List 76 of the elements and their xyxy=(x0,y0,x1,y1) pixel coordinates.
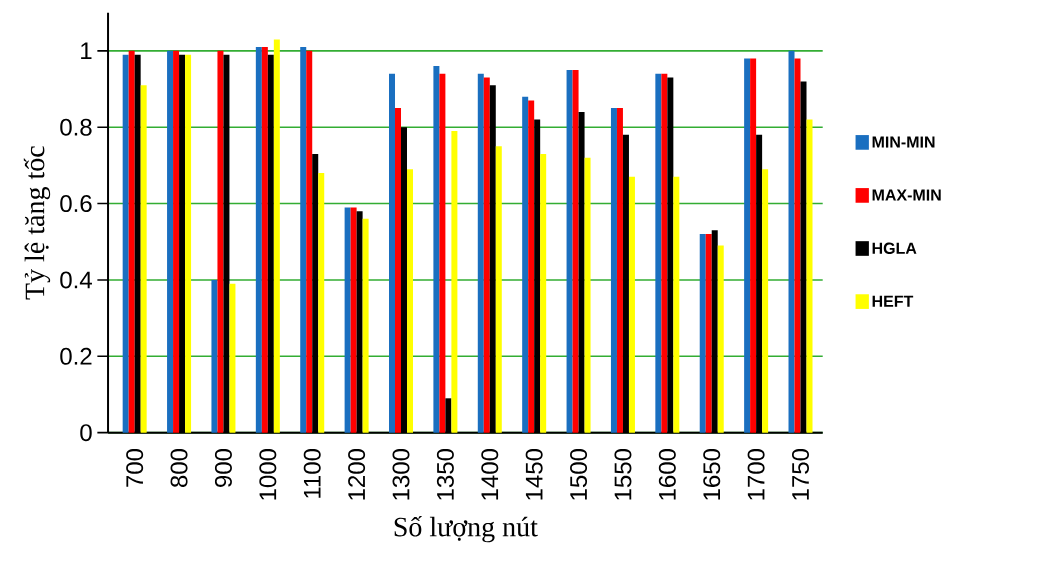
bar xyxy=(318,173,325,433)
bar xyxy=(705,234,712,433)
bar xyxy=(128,50,135,433)
bar xyxy=(673,176,680,433)
bar xyxy=(433,66,440,433)
bar xyxy=(173,50,180,433)
x-tick-label: 1750 xyxy=(792,448,809,500)
x-tick-label: 1550 xyxy=(614,448,632,500)
x-tick-label: 1350 xyxy=(436,448,454,500)
bar xyxy=(717,245,724,433)
bar xyxy=(655,73,662,433)
bar xyxy=(495,146,502,433)
y-tick-label: 0.4 xyxy=(60,271,92,289)
x-tick-label: 1200 xyxy=(348,448,366,500)
bar xyxy=(616,108,623,433)
bar xyxy=(185,54,192,433)
bar xyxy=(566,69,573,433)
legend-label: HEFT xyxy=(872,295,914,307)
bar xyxy=(794,58,801,433)
bar xyxy=(229,283,236,433)
bar xyxy=(628,176,635,433)
y-tick-label: 0.8 xyxy=(60,118,92,136)
bar xyxy=(344,207,351,433)
bar xyxy=(540,153,547,433)
bar xyxy=(306,50,313,433)
bar xyxy=(610,108,617,433)
y-axis-title: Tỷ lệ tăng tốc xyxy=(23,146,51,300)
bar xyxy=(217,50,224,433)
bar xyxy=(528,100,535,433)
legend-label: MIN-MIN xyxy=(872,136,935,148)
x-tick-label: 1400 xyxy=(481,448,499,500)
bar xyxy=(211,279,218,433)
bar xyxy=(661,73,668,433)
bar xyxy=(395,108,401,433)
bar xyxy=(762,169,769,433)
x-tick-label: 1650 xyxy=(703,448,721,500)
y-tick-label: 1 xyxy=(81,42,92,60)
bar xyxy=(439,73,446,433)
x-tick-label: 1600 xyxy=(658,448,676,500)
bar xyxy=(300,47,307,433)
bar xyxy=(273,39,280,433)
x-tick-label: 900 xyxy=(214,448,232,487)
bar xyxy=(451,131,458,433)
bar xyxy=(750,58,757,433)
x-tick-label: 1000 xyxy=(259,448,277,500)
x-tick-label: 1300 xyxy=(392,448,410,500)
bar xyxy=(255,47,262,433)
bar xyxy=(744,58,751,433)
bar xyxy=(483,77,490,433)
bar xyxy=(350,207,357,433)
bar xyxy=(261,47,268,433)
bar xyxy=(806,119,813,433)
bar xyxy=(584,157,591,433)
y-tick-label: 0 xyxy=(80,424,92,442)
bar xyxy=(140,85,147,433)
legend-label: MAX-MIN xyxy=(872,189,941,201)
bar xyxy=(362,218,369,433)
x-tick-label: 1700 xyxy=(747,448,765,500)
bar xyxy=(122,54,129,433)
bar xyxy=(788,50,795,433)
x-tick-label: 1500 xyxy=(570,448,588,500)
bar xyxy=(522,96,529,433)
x-tick-label: 1100 xyxy=(303,448,321,498)
bar xyxy=(407,169,414,433)
bar xyxy=(572,69,579,433)
bar xyxy=(389,73,396,433)
y-tick-label: 0.2 xyxy=(60,347,92,365)
bar xyxy=(167,50,174,433)
bar xyxy=(699,234,706,433)
legend-label: HGLA xyxy=(872,242,917,254)
x-tick-label: 1450 xyxy=(525,448,543,500)
x-tick-label: 800 xyxy=(170,448,188,488)
x-axis-title: Số lượng nút xyxy=(394,515,538,543)
bar xyxy=(477,73,484,433)
x-tick-label: 700 xyxy=(126,448,144,487)
y-tick-label: 0.6 xyxy=(60,195,92,213)
